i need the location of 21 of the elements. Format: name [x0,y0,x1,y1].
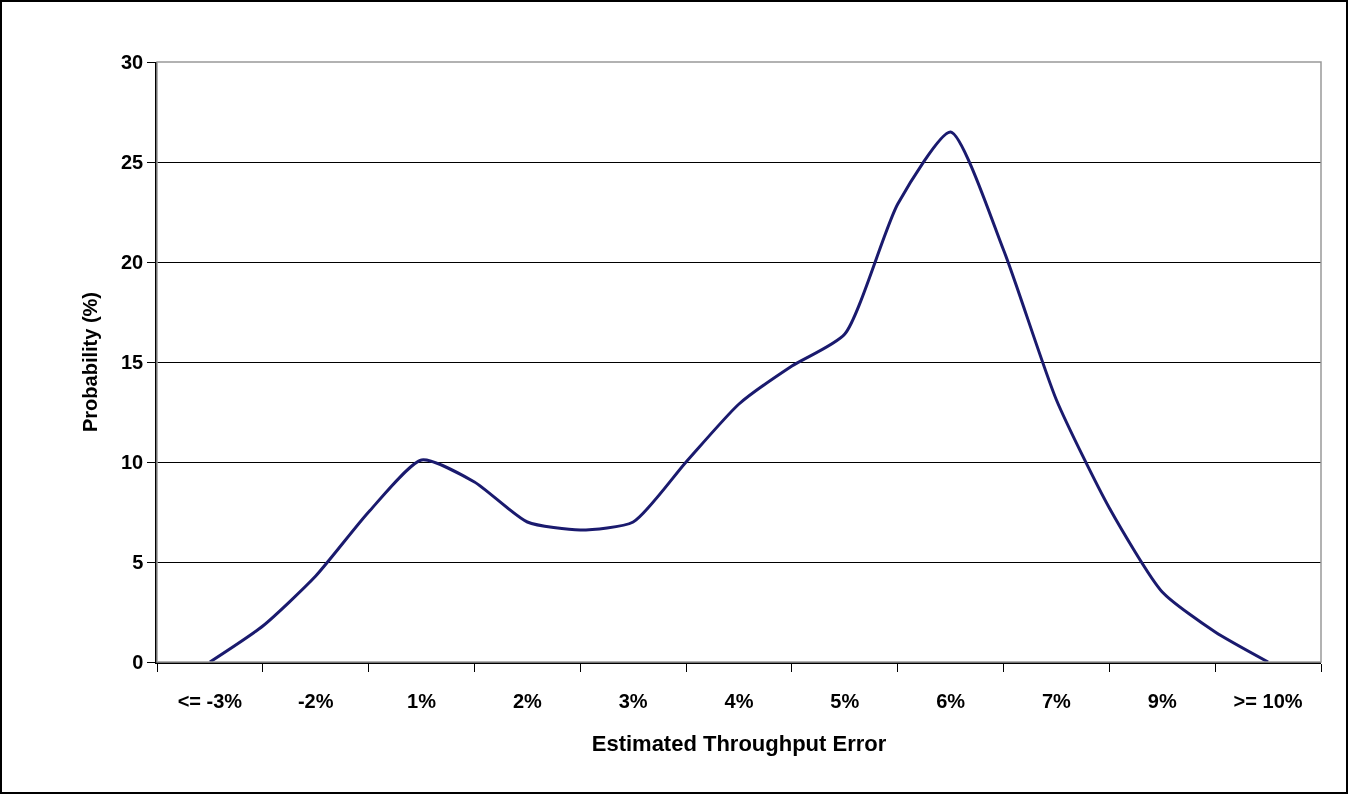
y-tick-label: 15 [121,351,144,373]
x-tick-label: 6% [936,689,966,712]
y-tick-label: 5 [132,551,144,573]
y-tick-label: 10 [121,451,144,473]
x-tick-label: >= 10% [1233,689,1303,712]
y-tick-label: 25 [121,151,144,173]
x-tick-label: 9% [1147,689,1177,712]
y-tick-label: 20 [121,251,144,273]
x-axis-title: Estimated Throughput Error [591,731,887,757]
y-tick-label: 0 [132,651,144,673]
x-tick-label: 5% [830,689,860,712]
y-tick-label: 30 [121,51,144,73]
x-tick-label: -2% [297,689,334,712]
x-tick-label: <= -3% [177,689,243,712]
x-tick-label: 4% [724,689,754,712]
x-tick-label: 2% [512,689,543,712]
x-tick-label: 1% [407,689,437,712]
y-axis-title: Probability (%) [79,291,101,433]
x-tick-label: 3% [618,689,648,712]
line-series [208,130,1270,662]
x-tick-label: 7% [1042,689,1072,712]
